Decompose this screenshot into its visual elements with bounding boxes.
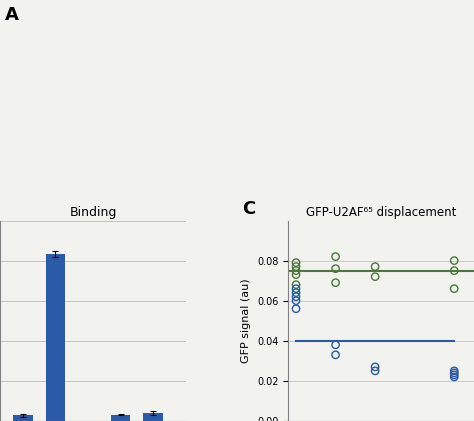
- Point: [450, 368, 458, 374]
- Point: [332, 279, 339, 286]
- Bar: [46, 254, 65, 421]
- Point: [371, 363, 379, 370]
- Point: [371, 368, 379, 374]
- Text: C: C: [242, 200, 255, 218]
- Point: [292, 297, 300, 304]
- Point: [332, 253, 339, 260]
- Point: [292, 281, 300, 288]
- Point: [371, 263, 379, 270]
- Point: [332, 265, 339, 272]
- Point: [292, 271, 300, 278]
- Text: A: A: [5, 6, 18, 24]
- Title: Binding: Binding: [69, 206, 117, 219]
- Y-axis label: GFP signal (au): GFP signal (au): [241, 278, 251, 363]
- Bar: [111, 415, 130, 421]
- Point: [332, 352, 339, 358]
- Point: [371, 273, 379, 280]
- Point: [450, 285, 458, 292]
- Bar: [144, 413, 163, 421]
- Point: [292, 305, 300, 312]
- Point: [292, 285, 300, 292]
- Point: [450, 267, 458, 274]
- Point: [292, 293, 300, 300]
- Point: [450, 257, 458, 264]
- Bar: [13, 416, 33, 421]
- Point: [332, 341, 339, 348]
- Point: [450, 373, 458, 380]
- Point: [450, 371, 458, 378]
- Point: [292, 267, 300, 274]
- Point: [292, 263, 300, 270]
- Point: [292, 259, 300, 266]
- Title: GFP-U2AF⁶⁵ displacement: GFP-U2AF⁶⁵ displacement: [306, 206, 456, 219]
- Point: [292, 289, 300, 296]
- Point: [450, 370, 458, 376]
